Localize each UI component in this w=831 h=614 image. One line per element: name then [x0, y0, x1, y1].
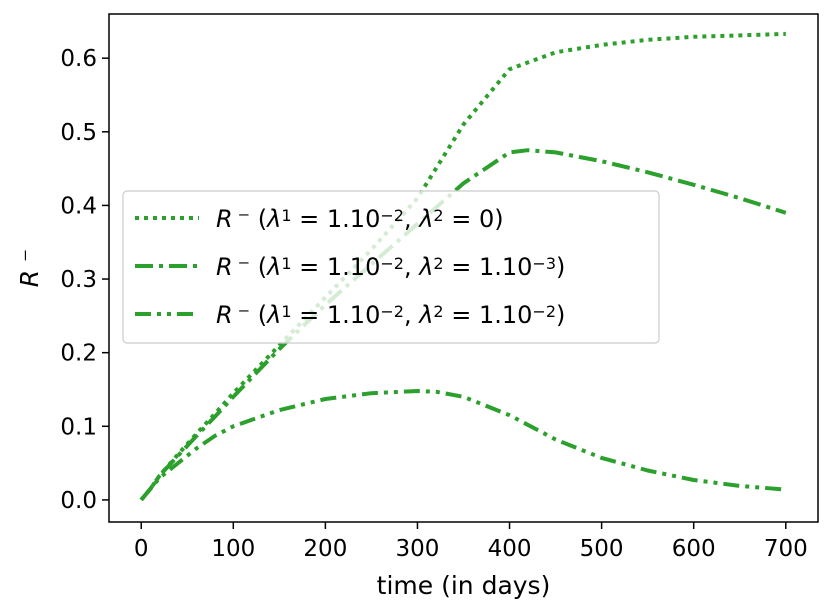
- legend-box: [122, 190, 660, 344]
- ticks-layer: 0 100 200 300 400 500 600 700 0.0 0.1 0.2 0.3 0.4 0.5…: [60, 46, 807, 562]
- series-layer: [139, 31, 787, 502]
- x-tick-label: 600: [672, 536, 716, 562]
- y-tick-label: 0.3: [60, 267, 97, 293]
- y-tick-label: 0.1: [60, 414, 97, 440]
- legend: R ⁻ (λ1 = 1.10−2, λ2 = 0) R ⁻ (λ1 = 1.10−…: [122, 190, 660, 344]
- x-tick-label: 200: [303, 536, 347, 562]
- y-tick-label: 0.5: [60, 120, 97, 146]
- y-tick-label: 0.0: [60, 488, 97, 514]
- x-axis-label: time (in days): [377, 571, 551, 600]
- y-tick-label: 0.2: [60, 341, 97, 367]
- legend-label-3: R ⁻ (λ1 = 1.10−2, λ2 = 1.10−2): [216, 301, 565, 329]
- x-tick-label: 700: [764, 536, 808, 562]
- legend-label-2: R ⁻ (λ1 = 1.10−2, λ2 = 1.10−3): [216, 253, 565, 281]
- legend-label-1: R ⁻ (λ1 = 1.10−2, λ2 = 0): [216, 205, 504, 233]
- x-tick-label: 0: [134, 536, 149, 562]
- x-tick-label: 500: [580, 536, 624, 562]
- x-tick-label: 400: [488, 536, 532, 562]
- series-line-3: [139, 389, 786, 502]
- y-axis-label: R ⁻: [15, 249, 44, 288]
- y-tick-label: 0.4: [60, 193, 97, 219]
- x-tick-label: 300: [396, 536, 440, 562]
- x-tick-label: 100: [211, 536, 255, 562]
- plot-frame: [108, 13, 819, 523]
- y-tick-label: 0.6: [60, 46, 97, 72]
